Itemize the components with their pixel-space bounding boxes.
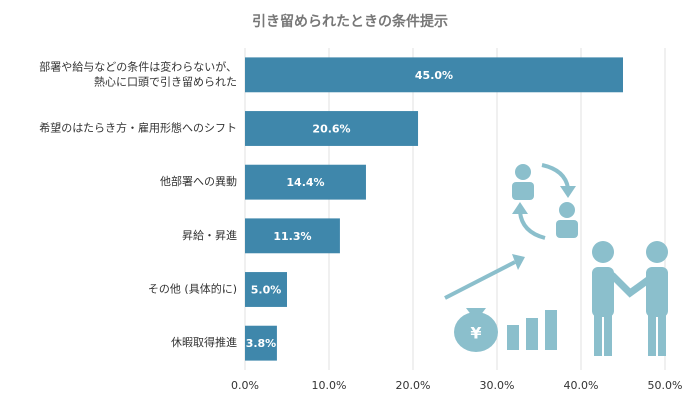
grid bbox=[244, 48, 666, 370]
person-icon bbox=[512, 182, 534, 200]
arrow-head bbox=[560, 186, 576, 198]
value-label: 20.6% bbox=[312, 123, 350, 136]
yen-sign: ¥ bbox=[470, 324, 481, 343]
icon-bar bbox=[545, 310, 557, 350]
x-tick-label: 50.0% bbox=[648, 379, 683, 392]
bars: 45.0% 20.6% 14.4% 11.3% 5.0% 3.8% bbox=[245, 57, 623, 361]
x-tick-label: 30.0% bbox=[480, 379, 515, 392]
person-icon bbox=[556, 220, 578, 238]
illustration: ¥ bbox=[444, 163, 668, 356]
chart-title: 引き留められたときの条件提示 bbox=[252, 13, 448, 30]
x-tick-label: 10.0% bbox=[312, 379, 347, 392]
x-tick-label: 40.0% bbox=[564, 379, 599, 392]
bar bbox=[245, 272, 287, 307]
value-label: 5.0% bbox=[251, 284, 282, 297]
y-tick-label: 昇給・昇進 bbox=[182, 228, 237, 242]
money-bag bbox=[466, 308, 486, 316]
y-tick-label: 部署や給与などの条件は変わらないが、熱心に口頭で引き留められた bbox=[39, 59, 237, 88]
handshake bbox=[609, 272, 651, 298]
growth-arrow bbox=[444, 260, 516, 300]
bar bbox=[245, 111, 419, 146]
y-tick-label: その他 (具体的に) bbox=[148, 282, 237, 296]
bar bbox=[245, 57, 623, 93]
person-icon bbox=[646, 241, 668, 263]
value-label: 14.4% bbox=[286, 176, 324, 189]
value-label: 11.3% bbox=[273, 230, 311, 243]
bar bbox=[245, 164, 366, 200]
person-icon bbox=[515, 164, 531, 180]
person-icon bbox=[648, 312, 656, 356]
x-tick-label: 0.0% bbox=[231, 379, 259, 392]
y-tick-label: 休暇取得推進 bbox=[171, 335, 237, 349]
y-tick-label: 他部署への異動 bbox=[160, 174, 237, 188]
person-icon bbox=[594, 312, 602, 356]
person-icon bbox=[592, 267, 614, 317]
money-bag bbox=[454, 312, 498, 352]
arrow bbox=[518, 211, 546, 240]
arrow bbox=[541, 163, 570, 189]
x-tick-label: 20.0% bbox=[396, 379, 431, 392]
person-icon bbox=[658, 312, 666, 356]
value-label: 45.0% bbox=[415, 69, 453, 82]
icon-bar bbox=[526, 318, 538, 350]
icon-bar bbox=[507, 325, 519, 350]
person-icon bbox=[646, 267, 668, 317]
person-icon bbox=[592, 241, 614, 263]
person-icon bbox=[559, 202, 575, 218]
bar bbox=[245, 325, 277, 361]
arrow-head bbox=[512, 202, 528, 214]
arrow-head bbox=[512, 254, 525, 270]
value-label: 3.8% bbox=[246, 337, 277, 350]
y-tick-label: 希望のはたらき方・雇用形態へのシフト bbox=[39, 121, 237, 135]
person-icon bbox=[604, 312, 612, 356]
bar bbox=[245, 218, 340, 254]
